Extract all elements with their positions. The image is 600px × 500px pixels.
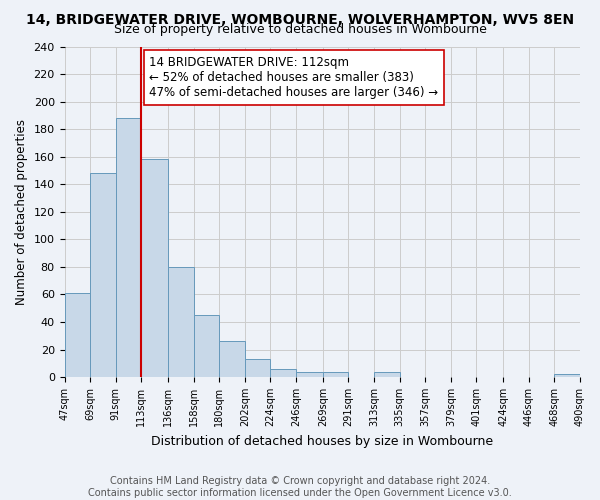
Bar — [296, 372, 323, 377]
Text: 14, BRIDGEWATER DRIVE, WOMBOURNE, WOLVERHAMPTON, WV5 8EN: 14, BRIDGEWATER DRIVE, WOMBOURNE, WOLVER… — [26, 12, 574, 26]
Bar — [65, 293, 90, 377]
Text: Contains HM Land Registry data © Crown copyright and database right 2024.
Contai: Contains HM Land Registry data © Crown c… — [88, 476, 512, 498]
X-axis label: Distribution of detached houses by size in Wombourne: Distribution of detached houses by size … — [151, 434, 493, 448]
Bar — [374, 372, 400, 377]
Bar — [554, 374, 580, 377]
Bar — [168, 267, 194, 377]
Text: 14 BRIDGEWATER DRIVE: 112sqm
← 52% of detached houses are smaller (383)
47% of s: 14 BRIDGEWATER DRIVE: 112sqm ← 52% of de… — [149, 56, 439, 99]
Bar — [219, 342, 245, 377]
Text: Size of property relative to detached houses in Wombourne: Size of property relative to detached ho… — [113, 22, 487, 36]
Bar — [323, 372, 349, 377]
Bar — [194, 315, 219, 377]
Bar — [116, 118, 142, 377]
Bar — [271, 369, 296, 377]
Bar — [90, 173, 116, 377]
Bar — [142, 160, 168, 377]
Bar — [245, 359, 271, 377]
Y-axis label: Number of detached properties: Number of detached properties — [15, 119, 28, 305]
